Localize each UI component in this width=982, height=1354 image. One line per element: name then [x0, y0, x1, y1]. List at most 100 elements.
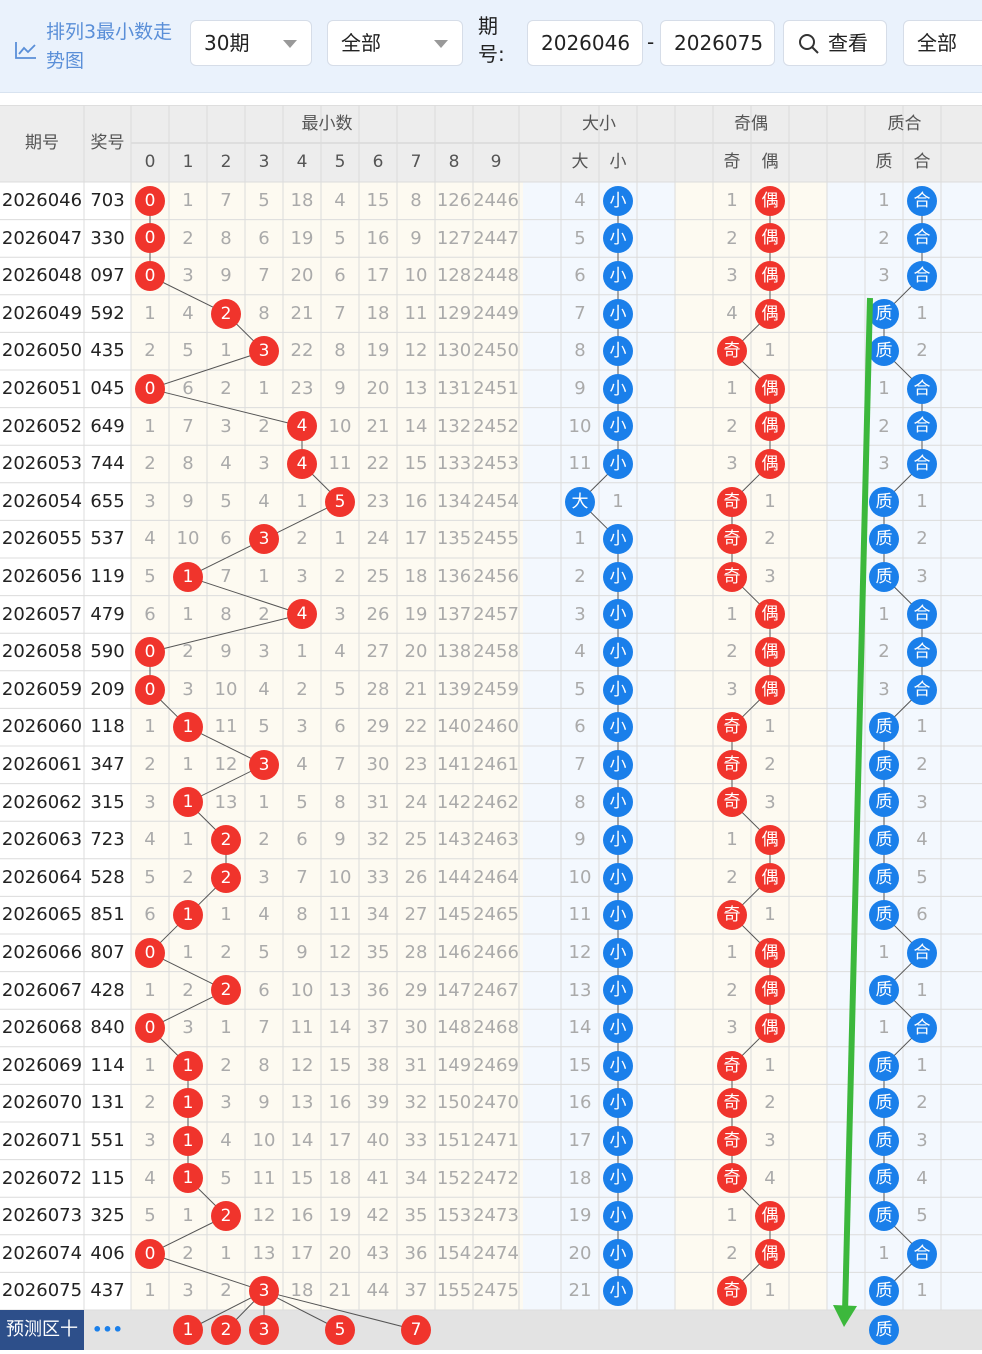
miss-count: 2 [144, 453, 156, 475]
miss-count: 6 [182, 378, 194, 399]
miss-count: 13 [214, 791, 238, 813]
issue-cell: 2026049 [1, 302, 83, 324]
issue-cell: 2026051 [1, 378, 83, 399]
miss-count: 2457 [473, 603, 519, 625]
miss-count: 7 [258, 265, 270, 287]
miss-count: 3 [144, 490, 156, 512]
chart-title-text: 排列3最小数走势图 [46, 21, 173, 72]
scope-select-value: 全部 [341, 31, 381, 55]
more-icon[interactable]: ••• [92, 1320, 123, 1339]
header-size-group: 大小 [582, 114, 616, 134]
min-hit-ball: 4 [287, 599, 317, 630]
miss-count: 11 [328, 904, 352, 926]
miss-count: 129 [436, 302, 472, 324]
miss-count: 15 [366, 190, 390, 211]
miss-count: 128 [436, 265, 472, 287]
prize-cell: 435 [90, 340, 125, 362]
parity-ball: 偶 [755, 975, 785, 1006]
miss-count: 3 [574, 603, 586, 625]
predict-zone-button[interactable]: 预测区十 [0, 1310, 84, 1350]
prime-ball: 质 [869, 1201, 899, 1231]
scope-select-2[interactable]: 全部 [903, 20, 982, 66]
miss-count: 1 [878, 942, 890, 963]
prime-ball: 质 [869, 862, 899, 893]
miss-count: 6 [220, 528, 232, 550]
period-select[interactable]: 30期 [190, 20, 312, 66]
issue-cell: 2026066 [1, 942, 83, 963]
prime-ball: 合 [907, 599, 937, 630]
miss-count: 19 [290, 227, 314, 249]
miss-count: 2447 [473, 227, 519, 249]
miss-count: 12 [404, 340, 428, 362]
prize-cell: 045 [90, 378, 125, 399]
miss-count: 26 [366, 603, 390, 625]
trend-line [149, 613, 303, 653]
miss-count: 1 [144, 302, 156, 324]
min-hit-ball: 5 [325, 486, 355, 517]
min-hit-ball: 2 [211, 825, 241, 855]
miss-count: 5 [258, 190, 270, 211]
miss-count: 14 [290, 1130, 314, 1151]
miss-count: 142 [436, 791, 472, 813]
miss-count: 2 [296, 528, 308, 550]
miss-count: 2 [182, 979, 194, 1001]
miss-count: 137 [436, 603, 472, 625]
prize-cell: 325 [90, 1205, 125, 1227]
scope-select[interactable]: 全部 [327, 20, 463, 66]
issue-cell: 2026064 [1, 866, 83, 888]
range-dash: - [647, 30, 655, 54]
miss-count: 1 [916, 302, 928, 324]
miss-count: 2 [726, 979, 738, 1001]
issue-to-input[interactable]: 2026075 [660, 20, 775, 66]
issue-from-input[interactable]: 2026046 [527, 20, 643, 66]
miss-count: 4 [258, 678, 270, 700]
miss-count: 21 [366, 415, 390, 437]
miss-count: 1 [916, 1054, 928, 1076]
miss-count: 1 [612, 490, 624, 512]
miss-count: 12 [252, 1205, 276, 1227]
miss-count: 28 [404, 942, 428, 963]
miss-count: 2452 [473, 415, 519, 437]
prize-cell: 703 [90, 190, 125, 211]
miss-count: 18 [568, 1167, 592, 1189]
period-select-value: 30期 [204, 31, 250, 55]
chart-title[interactable]: 排列3最小数走势图 [8, 8, 180, 84]
miss-count: 2 [182, 227, 194, 249]
header-digit-8: 8 [448, 152, 460, 172]
miss-count: 138 [436, 641, 472, 663]
miss-count: 22 [290, 340, 314, 362]
miss-count: 2 [220, 942, 232, 963]
miss-count: 2465 [473, 904, 519, 926]
miss-count: 11 [568, 453, 592, 475]
miss-count: 25 [366, 566, 390, 587]
issue-cell: 2026057 [1, 603, 83, 625]
issue-cell: 2026060 [1, 716, 83, 738]
miss-count: 2 [144, 340, 156, 362]
view-button[interactable]: 查看 [783, 20, 887, 66]
prime-ball: 质 [869, 486, 899, 517]
parity-ball: 奇 [717, 1088, 747, 1119]
issue-cell: 2026061 [1, 754, 83, 775]
size-ball: 小 [603, 787, 633, 818]
miss-count: 13 [404, 378, 428, 399]
miss-count: 3 [220, 415, 232, 437]
toolbar: 排列3最小数走势图 30期 全部 期号: 2026046 - 2026075 查… [0, 0, 982, 93]
header-digit-0: 0 [144, 152, 156, 172]
prize-cell: 807 [90, 942, 125, 963]
miss-count: 9 [334, 378, 346, 399]
prime-ball: 质 [869, 749, 899, 780]
miss-count: 32 [366, 829, 390, 851]
miss-count: 2 [220, 378, 232, 399]
trend-line [149, 350, 265, 390]
header-min-group: 最小数 [301, 114, 353, 134]
issue-cell: 2026071 [1, 1130, 83, 1151]
issue-cell: 2026074 [1, 1242, 83, 1264]
miss-count: 2 [144, 1092, 156, 1114]
miss-count: 13 [290, 1092, 314, 1114]
miss-count: 19 [366, 340, 390, 362]
miss-count: 3 [144, 791, 156, 813]
header-prime-group: 质合 [887, 114, 922, 134]
miss-count: 17 [568, 1130, 592, 1151]
min-hit-ball: 0 [135, 185, 165, 216]
miss-count: 4 [296, 754, 308, 775]
